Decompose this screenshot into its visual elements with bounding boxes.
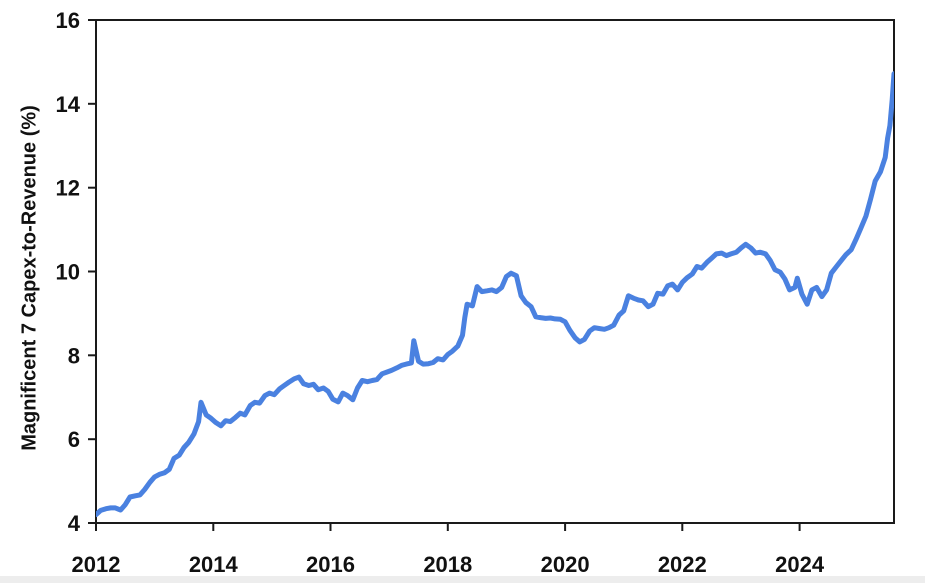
- x-tick-label: 2016: [306, 552, 355, 577]
- y-tick-label: 4: [68, 511, 81, 536]
- y-tick-label: 16: [56, 8, 80, 33]
- y-tick-label: 12: [56, 176, 80, 201]
- bottom-strip: [0, 576, 925, 583]
- x-tick-label: 2012: [72, 552, 121, 577]
- y-tick-label: 14: [56, 92, 81, 117]
- y-axis-title: Magnificent 7 Capex-to-Revenue (%): [18, 105, 41, 451]
- x-tick-label: 2014: [189, 552, 239, 577]
- plot-border: [95, 19, 895, 524]
- y-tick-label: 10: [56, 260, 80, 285]
- x-tick-label: 2020: [541, 552, 590, 577]
- y-tick-label: 6: [68, 427, 80, 452]
- x-tick-label: 2024: [775, 552, 825, 577]
- x-tick-label: 2022: [658, 552, 707, 577]
- capex-data-line: [96, 71, 894, 518]
- x-tick-label: 2018: [423, 552, 472, 577]
- y-tick-label: 8: [68, 343, 80, 368]
